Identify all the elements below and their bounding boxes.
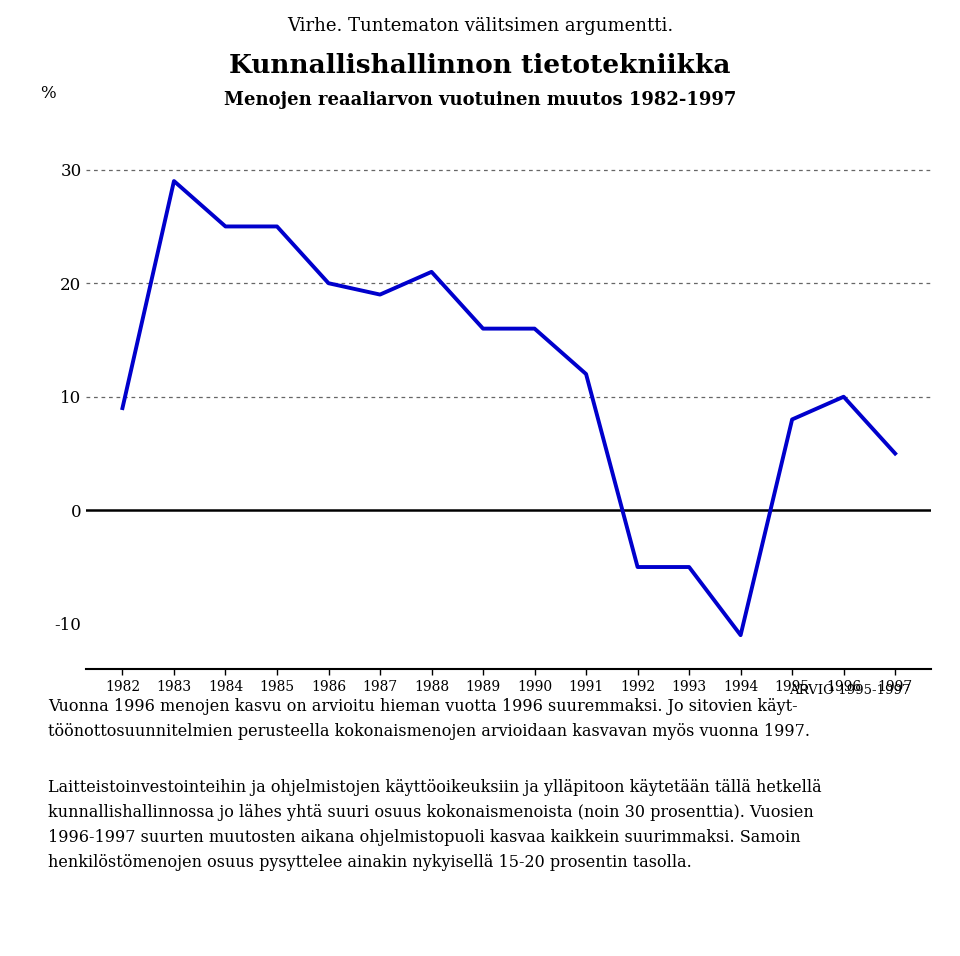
Text: Laitteistoinvestointeihin ja ohjelmistojen käyttöoikeuksiin ja ylläpitoon käytet: Laitteistoinvestointeihin ja ohjelmistoj… [48,779,822,871]
Text: Vuonna 1996 menojen kasvu on arvioitu hieman vuotta 1996 suuremmaksi. Jo sitovie: Vuonna 1996 menojen kasvu on arvioitu hi… [48,698,810,740]
Text: Kunnallishallinnon tietotekniikka: Kunnallishallinnon tietotekniikka [229,53,731,77]
Text: %: % [40,85,56,102]
Text: Virhe. Tuntematon välitsimen argumentti.: Virhe. Tuntematon välitsimen argumentti. [287,17,673,35]
Text: ARVIO 1995-1997: ARVIO 1995-1997 [789,684,910,697]
Text: Menojen reaaliarvon vuotuinen muutos 1982-1997: Menojen reaaliarvon vuotuinen muutos 198… [224,91,736,109]
